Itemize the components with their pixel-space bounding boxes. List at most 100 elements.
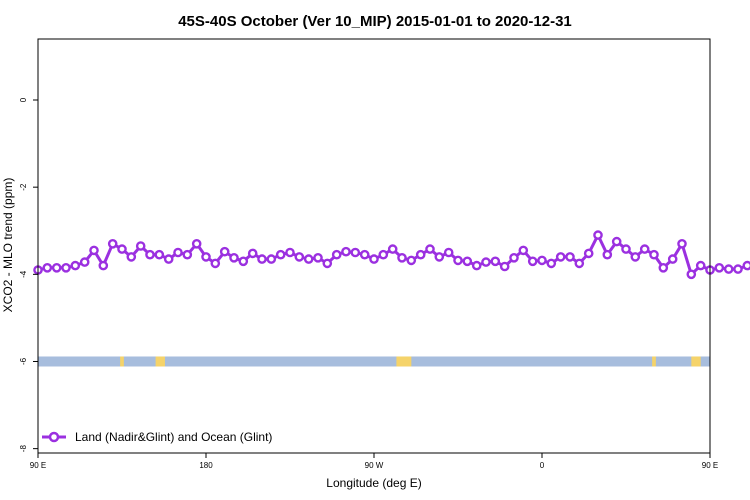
data-point [98,260,109,271]
data-point [51,262,62,273]
data-point [359,249,370,260]
data-point [369,254,379,264]
legend: Land (Nadir&Glint) and Ocean (Glint) [42,430,272,444]
data-point [574,258,585,269]
data-point [378,249,389,260]
data-point [42,262,53,273]
y-tick-label: 0 [19,97,28,102]
data-point [555,252,566,262]
x-tick-label: 90 W [365,461,384,470]
data-point [182,249,193,260]
y-tick-label: -2 [19,183,28,191]
x-axis-ticks: 90 E 180 90 W 0 90 E [30,453,718,470]
data-point [471,260,482,271]
land-segment [396,356,412,367]
data-point [686,269,697,280]
data-point [481,257,491,267]
x-axis-label: Longitude (deg E) [326,476,421,490]
x-tick-label: 0 [540,461,545,470]
data-point [313,252,323,263]
data-point [649,249,659,260]
y-tick-label: -8 [19,445,28,453]
data-point [285,247,295,258]
data-point [621,244,631,254]
land-segment [155,356,165,367]
data-point [219,246,230,257]
land-segment [652,356,656,367]
data-point [593,230,603,240]
land-segment [120,356,124,367]
data-point [266,254,277,264]
data-point [201,252,211,262]
data-point [453,255,463,266]
data-point [546,258,557,269]
data-point [341,246,351,257]
data-point [583,248,594,259]
data-point [154,249,165,260]
data-point [415,249,426,260]
data-point [639,244,650,254]
data-point [61,262,71,273]
legend-marker [48,431,60,443]
data-point [667,254,678,264]
series-layer [33,230,750,280]
data-point [677,238,687,249]
y-tick-label: -6 [19,357,28,365]
data-point [135,241,146,251]
data-point [723,264,734,274]
data-point [257,254,267,264]
data-point [509,252,519,263]
data-point [499,261,510,272]
data-point [145,249,155,260]
land-segment [691,356,701,367]
data-point [714,262,725,273]
data-point [322,258,333,269]
data-point [229,252,239,263]
data-point [425,244,435,254]
data-point [331,249,342,260]
y-tick-label: -4 [19,270,28,278]
y-axis-ticks: 0 -2 -4 -6 -8 [19,97,38,452]
data-point [294,252,305,262]
data-point [602,249,613,260]
data-point [490,256,501,267]
data-point [238,256,249,267]
x-tick-label: 180 [199,461,213,470]
data-point [397,252,407,263]
data-point [191,238,202,249]
data-point [537,255,547,266]
data-point [406,255,417,266]
data-point [518,245,529,256]
data-point [275,249,286,260]
data-point [89,245,99,256]
data-point [733,264,743,274]
data-point [443,247,454,258]
data-point [247,248,258,259]
x-tick-label: 90 E [702,461,718,470]
legend-label: Land (Nadir&Glint) and Ocean (Glint) [75,430,272,444]
data-point [163,254,174,264]
chart-title: 45S-40S October (Ver 10_MIP) 2015-01-01 … [178,13,572,30]
data-point [173,247,183,258]
data-point [210,258,221,269]
surface-band [38,356,710,367]
data-point [565,252,575,262]
data-point [742,260,750,271]
data-point [462,256,473,267]
data-point [350,247,361,258]
data-point [70,260,81,271]
x-tick-label: 90 E [30,461,46,470]
ocean-band [38,356,710,367]
series-line [37,233,750,276]
data-point [117,244,127,254]
data-point [658,262,669,273]
data-point [79,257,90,267]
data-point [630,252,641,262]
data-point [527,256,538,267]
data-point [387,244,398,254]
data-point [695,260,706,271]
data-point [126,252,137,262]
data-point [303,254,314,264]
